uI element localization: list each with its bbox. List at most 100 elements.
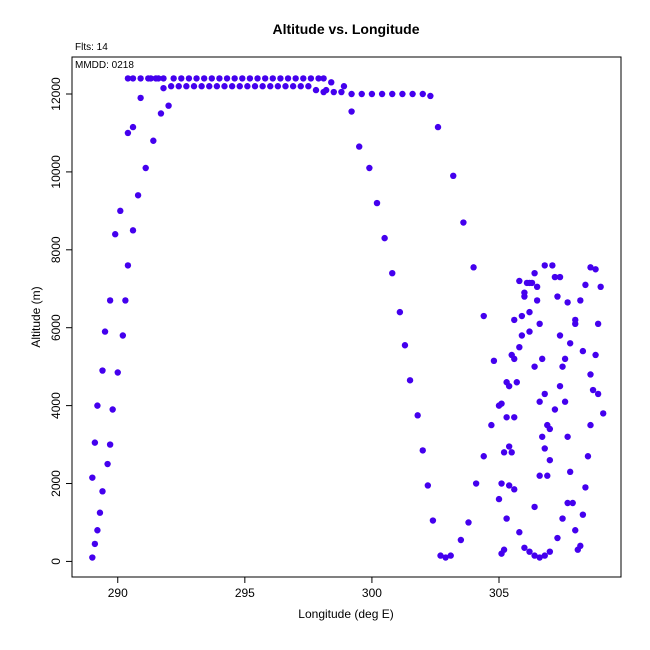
data-point (526, 308, 533, 316)
y-axis-label: Altitude (m) (29, 286, 43, 347)
data-point (137, 75, 144, 82)
data-point (564, 433, 571, 440)
data-point (137, 94, 144, 102)
x-tick-label: 290 (108, 586, 128, 600)
data-point (312, 86, 320, 94)
data-point (228, 83, 236, 90)
data-point (300, 75, 307, 82)
data-point (539, 355, 546, 363)
data-point (338, 88, 345, 96)
data-point (508, 449, 515, 456)
data-point (566, 340, 574, 347)
data-point (99, 367, 106, 374)
data-point (551, 273, 559, 281)
data-point (531, 552, 538, 559)
data-point (208, 75, 215, 82)
data-point (500, 449, 508, 456)
data-point (569, 499, 576, 507)
data-point (594, 320, 602, 328)
data-point (457, 536, 465, 544)
data-point (541, 552, 548, 559)
data-point (546, 456, 554, 464)
data-point (536, 472, 543, 479)
data-point (358, 90, 365, 98)
data-point (518, 312, 526, 320)
data-point (546, 425, 554, 433)
data-point (508, 351, 515, 359)
data-point (536, 320, 543, 328)
data-point (315, 75, 322, 82)
data-point (348, 90, 355, 98)
data-point (419, 447, 426, 454)
y-tick-label: 2000 (49, 470, 63, 497)
data-point (513, 379, 520, 386)
data-point (91, 540, 99, 548)
data-point (261, 75, 269, 82)
chart-title: Altitude vs. Longitude (273, 21, 420, 37)
data-point (424, 482, 432, 489)
data-point (246, 75, 254, 82)
data-point (554, 534, 561, 542)
data-point (541, 445, 548, 452)
data-point (399, 90, 406, 98)
data-point (429, 517, 437, 524)
data-point (536, 398, 543, 405)
data-point (549, 262, 556, 269)
data-point (284, 75, 292, 82)
data-point (114, 369, 121, 376)
data-point (167, 83, 175, 90)
data-point (409, 90, 416, 98)
data-point (124, 129, 132, 137)
data-point (129, 227, 137, 234)
data-point (582, 484, 589, 491)
data-point (434, 123, 442, 131)
data-point (528, 279, 536, 287)
data-point (554, 293, 561, 300)
data-point (152, 75, 160, 82)
data-point (94, 402, 101, 409)
data-point (190, 83, 198, 90)
data-point (526, 328, 533, 335)
x-axis: 290 295 300 305 (108, 576, 509, 600)
data-point (556, 382, 564, 390)
data-point (505, 443, 513, 450)
data-point (99, 488, 106, 495)
data-point (239, 75, 246, 82)
data-point (579, 347, 587, 355)
data-point (447, 552, 454, 559)
data-point (216, 75, 223, 82)
data-point (559, 363, 566, 370)
data-point (231, 75, 238, 82)
data-point (160, 84, 167, 92)
flights-annotation: Flts: 14 (75, 42, 108, 53)
data-point (559, 515, 566, 522)
data-point (117, 207, 124, 215)
data-point (89, 554, 96, 561)
data-point (594, 390, 602, 398)
data-point (366, 164, 373, 172)
data-point (307, 75, 315, 82)
data-point (564, 299, 571, 306)
data-point (480, 312, 487, 320)
data-point (389, 269, 396, 277)
data-point (511, 486, 518, 493)
data-point (109, 406, 116, 413)
data-point (340, 83, 348, 90)
data-point (442, 554, 449, 561)
data-point (518, 332, 526, 339)
data-point (516, 343, 523, 351)
data-point (106, 441, 114, 448)
data-point (460, 219, 467, 226)
x-tick-label: 300 (362, 586, 382, 600)
data-point (546, 548, 554, 555)
data-point (129, 123, 137, 131)
data-point (185, 75, 193, 82)
data-point (511, 316, 518, 324)
data-point (505, 382, 513, 390)
data-point (500, 546, 508, 553)
data-point (305, 83, 312, 90)
data-point (579, 511, 587, 518)
data-point (330, 88, 337, 96)
data-point (600, 410, 607, 417)
data-point (589, 386, 597, 394)
